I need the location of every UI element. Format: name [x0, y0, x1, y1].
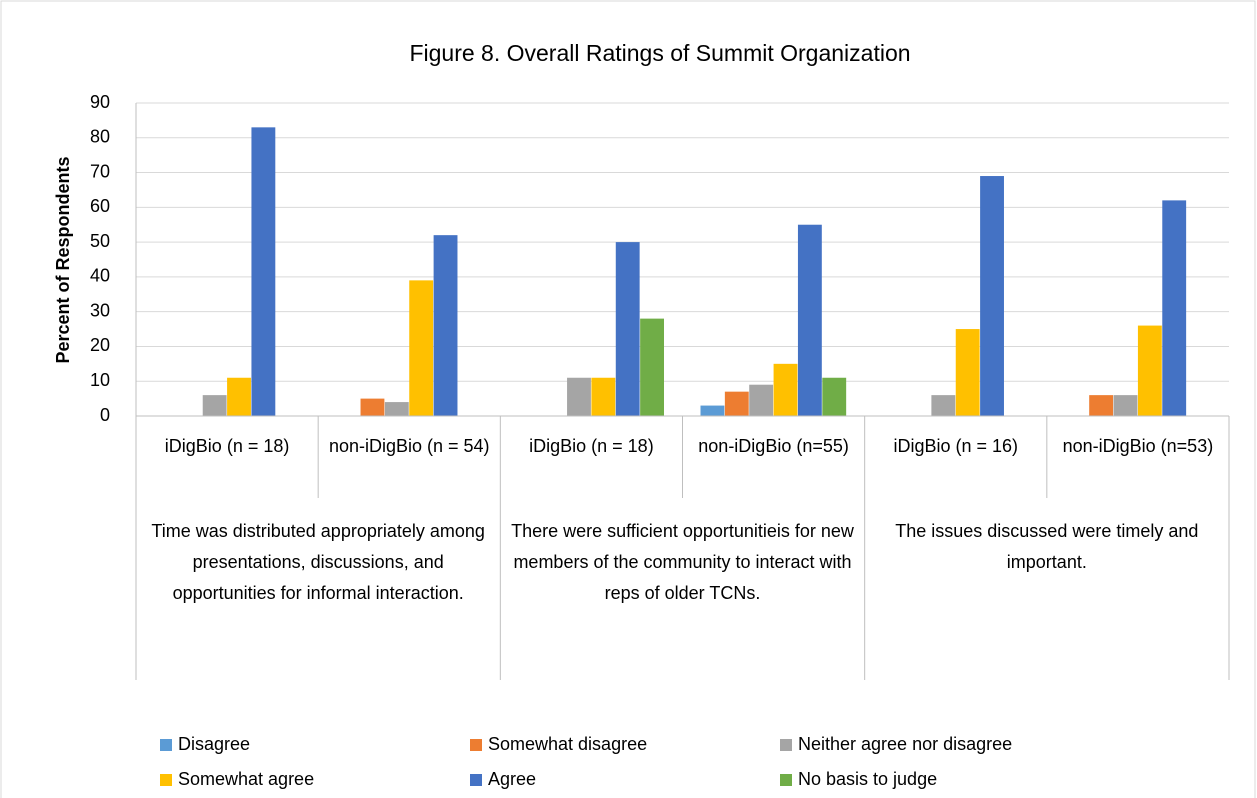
legend-label: Agree [488, 769, 536, 789]
legend-swatch [780, 739, 792, 751]
legend-label: No basis to judge [798, 769, 937, 789]
bar [980, 176, 1004, 416]
bar [251, 127, 276, 416]
bar [227, 377, 251, 416]
legend-swatch [780, 774, 792, 786]
bar [773, 363, 798, 416]
x-tick-label: iDigBio (n = 18) [165, 436, 290, 456]
bar [822, 377, 847, 416]
chart-title: Figure 8. Overall Ratings of Summit Orga… [409, 40, 910, 66]
y-axis-title: Percent of Respondents [53, 156, 73, 363]
bar [955, 329, 980, 416]
y-tick-label: 10 [90, 370, 110, 390]
y-tick-label: 50 [90, 231, 110, 251]
bar [797, 224, 822, 416]
group-label: There were sufficient opportunitieis for… [511, 521, 855, 603]
bar [433, 235, 458, 416]
y-tick-label: 20 [90, 335, 110, 355]
y-tick-label: 40 [90, 266, 110, 286]
bar [749, 384, 774, 416]
legend-label: Somewhat disagree [488, 734, 647, 754]
y-tick-label: 60 [90, 196, 110, 216]
bar [202, 395, 227, 416]
legend-swatch [160, 739, 172, 751]
x-tick-label: non-iDigBio (n = 54) [329, 436, 490, 456]
y-tick-label: 80 [90, 127, 110, 147]
bar [1162, 200, 1187, 416]
y-tick-label: 70 [90, 161, 110, 181]
y-tick-label: 0 [100, 405, 110, 425]
bar [384, 402, 409, 416]
bar [615, 242, 640, 416]
bar [700, 405, 725, 416]
bar [1089, 395, 1114, 416]
bar [1113, 395, 1138, 416]
legend-swatch [160, 774, 172, 786]
bar [640, 318, 664, 416]
bar [591, 377, 616, 416]
bar [567, 377, 591, 416]
x-tick-label: iDigBio (n = 18) [529, 436, 654, 456]
legend-swatch [470, 739, 482, 751]
bar [931, 395, 956, 416]
group-label: The issues discussed were timely and impo… [895, 521, 1198, 572]
legend-label: Disagree [178, 734, 250, 754]
bar [1137, 325, 1162, 416]
x-tick-label: non-iDigBio (n=55) [698, 436, 849, 456]
legend-label: Somewhat agree [178, 769, 314, 789]
bar [724, 391, 749, 416]
y-tick-label: 90 [90, 92, 110, 112]
legend-label: Neither agree nor disagree [798, 734, 1012, 754]
bar [360, 398, 385, 416]
x-tick-label: iDigBio (n = 16) [893, 436, 1018, 456]
x-tick-label: non-iDigBio (n=53) [1063, 436, 1214, 456]
bar [409, 280, 434, 416]
legend-swatch [470, 774, 482, 786]
group-label: Time was distributed appropriately among… [151, 521, 485, 603]
y-tick-label: 30 [90, 300, 110, 320]
